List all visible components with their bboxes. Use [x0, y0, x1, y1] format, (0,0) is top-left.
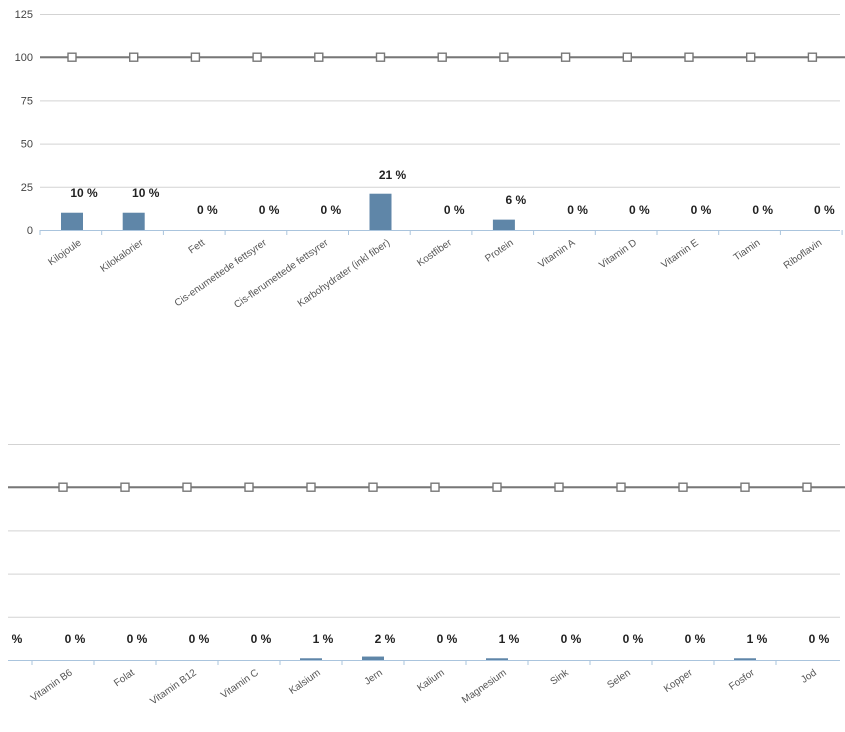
data-label: 0 % — [444, 203, 465, 217]
line-marker — [244, 482, 254, 492]
line-marker — [120, 482, 130, 492]
x-tick-label-vitamin-e: Vitamin E — [659, 237, 700, 271]
line-marker — [128, 52, 139, 62]
line-marker — [190, 52, 201, 62]
data-label: 0 % — [623, 632, 644, 646]
bar-kilokalorier — [122, 212, 145, 230]
line-marker — [622, 52, 632, 62]
data-label: 0 % — [567, 203, 588, 217]
data-label: 6 % — [506, 193, 527, 207]
line-marker — [746, 52, 756, 62]
line-marker — [306, 482, 316, 492]
data-label: 0 % — [809, 632, 830, 646]
line-marker — [492, 482, 502, 492]
x-tick-label-sink: Sink — [548, 667, 571, 688]
line-marker — [554, 482, 564, 492]
data-label: 10 % — [132, 186, 160, 200]
x-tick-label-kalsium: Kalsium — [287, 667, 322, 696]
x-tick-label-kilojoule: Kilojoule — [46, 237, 84, 268]
x-tick-label-kalium: Kalium — [415, 667, 446, 694]
data-label: 1 % — [747, 632, 768, 646]
x-tick-label-riboflavin: Riboflavin — [782, 237, 824, 271]
line-marker — [314, 52, 324, 62]
x-tick-label-tiamin: Tiamin — [732, 237, 763, 263]
line-marker — [684, 52, 694, 62]
bar-kilojoule — [61, 212, 83, 230]
bar-magnesium — [486, 658, 508, 660]
data-label: 0 % — [691, 203, 712, 217]
data-label: 0 % — [752, 203, 773, 217]
line-marker — [560, 52, 571, 62]
data-label: 0 % — [197, 203, 218, 217]
data-label: 0 % — [259, 203, 280, 217]
y-tick-label: 50 — [21, 139, 33, 151]
line-marker — [375, 52, 386, 62]
data-label: 0 % — [561, 632, 582, 646]
line-marker — [678, 482, 688, 492]
y-tick-label: 100 — [15, 52, 33, 64]
x-tick-label-vitamin-c: Vitamin C — [219, 667, 261, 701]
x-tick-label-folat: Folat — [112, 667, 137, 689]
data-label: 0 % — [189, 632, 210, 646]
x-tick-label-jern: Jern — [362, 667, 384, 687]
bar-fosfor — [734, 658, 756, 660]
data-label-partial: % — [12, 632, 23, 646]
data-label: 0 % — [814, 203, 835, 217]
bar-karbohydrater-inkl-fiber — [369, 193, 392, 230]
x-tick-label-vitamin-d: Vitamin D — [597, 237, 639, 271]
line-marker — [437, 52, 447, 62]
data-label: 0 % — [65, 632, 86, 646]
line-marker — [802, 482, 812, 492]
bar-protein — [492, 219, 515, 230]
line-marker — [807, 52, 818, 62]
x-tick-label-kilokalorier: Kilokalorier — [99, 237, 146, 275]
line-marker — [368, 482, 378, 492]
data-label: 0 % — [437, 632, 458, 646]
data-label: 0 % — [685, 632, 706, 646]
data-label: 1 % — [313, 632, 334, 646]
line-marker — [252, 52, 262, 62]
line-marker — [58, 482, 68, 492]
line-marker — [499, 52, 509, 62]
chart-panel-2: 0 % 0 % 0 % 0 % 1 % 2 % 0 % 1 % 0 % 0 % 0 % 1 % 0 %%… — [8, 444, 845, 707]
y-tick-label: 75 — [21, 95, 33, 107]
data-label: 1 % — [499, 632, 520, 646]
y-tick-label: 125 — [15, 9, 33, 21]
x-tick-label-vitamin-b12: Vitamin B12 — [148, 667, 199, 707]
x-tick-label-selen: Selen — [605, 667, 632, 691]
line-marker — [67, 52, 77, 62]
data-label: 10 % — [70, 186, 98, 200]
data-label: 0 % — [629, 203, 650, 217]
x-tick-label-vitamin-a: Vitamin A — [537, 237, 578, 270]
x-tick-label-kostfiber: Kostfiber — [415, 237, 454, 269]
x-tick-label-protein: Protein — [483, 237, 515, 264]
bar-jern — [362, 656, 384, 660]
line-marker — [616, 482, 626, 492]
y-tick-label: 0 — [27, 225, 33, 237]
line-marker — [740, 482, 750, 492]
data-label: 0 % — [127, 632, 148, 646]
data-label: 2 % — [375, 632, 396, 646]
x-tick-label-magnesium: Magnesium — [460, 667, 509, 706]
line-marker — [182, 482, 192, 492]
bar-kalsium — [300, 658, 322, 660]
x-tick-label-vitamin-b6: Vitamin B6 — [29, 667, 75, 704]
data-label: 0 % — [251, 632, 272, 646]
y-tick-label: 25 — [21, 182, 33, 194]
x-tick-label-kopper: Kopper — [662, 667, 695, 695]
x-tick-label-fosfor: Fosfor — [727, 667, 757, 693]
chart-panel-1: 0 25 50 75 100 125 10 % 10 % 0 % 0 % 0 % 21 % 0 % 6 %… — [15, 9, 845, 311]
data-label: 21 % — [379, 168, 407, 182]
x-tick-label-jod: Jod — [799, 667, 819, 685]
line-marker — [430, 482, 440, 492]
data-label: 0 % — [320, 203, 341, 217]
x-tick-label-fett: Fett — [187, 237, 208, 256]
